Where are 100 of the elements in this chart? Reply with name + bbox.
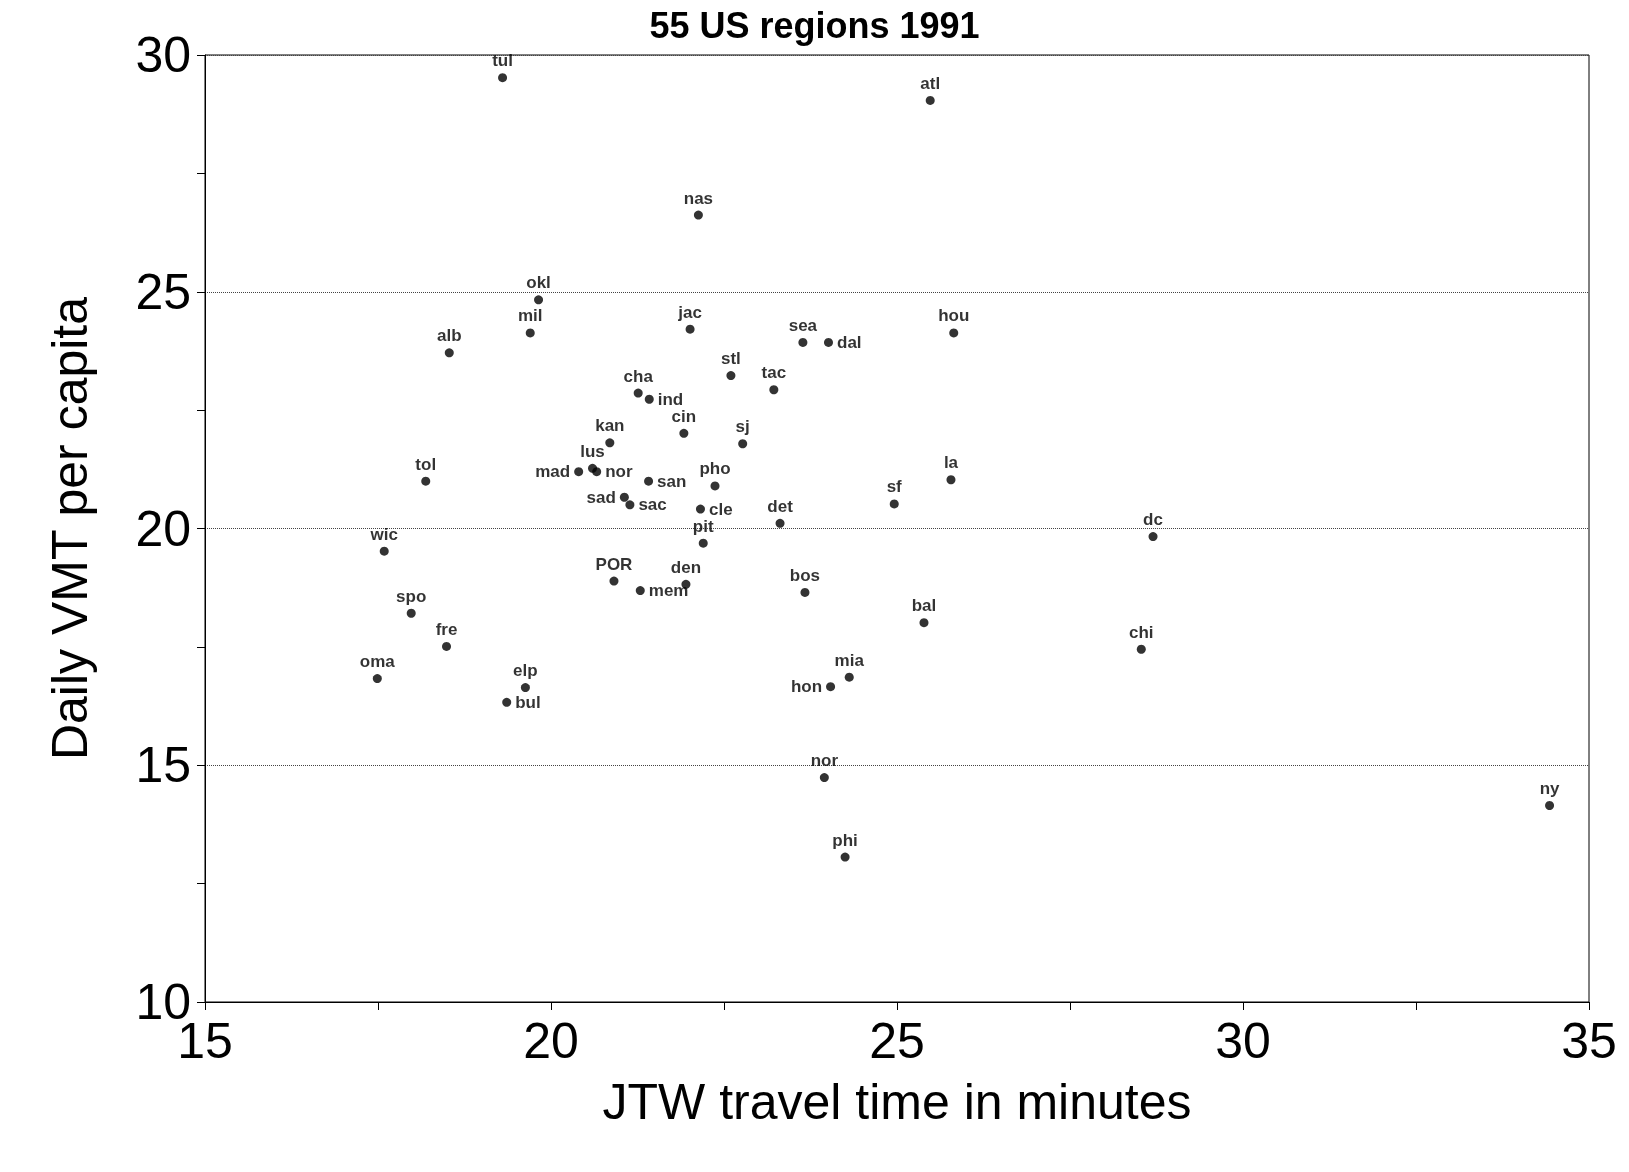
chart-title: 55 US regions 1991 <box>649 4 980 46</box>
data-label: mia <box>834 650 865 670</box>
data-label: pho <box>699 459 731 479</box>
data-label: nas <box>683 188 714 208</box>
data-label: bul <box>515 692 541 712</box>
data-label: san <box>657 471 687 491</box>
y-tick-label: 25 <box>135 263 191 320</box>
data-label: dc <box>1143 510 1163 530</box>
point <box>769 385 779 395</box>
data-label: bal <box>911 596 937 616</box>
x-axis-title: JTW travel time in minutes <box>602 1074 1192 1130</box>
point <box>625 500 635 510</box>
point <box>693 210 703 220</box>
data-label: fre <box>435 619 458 639</box>
point <box>635 586 645 596</box>
data-label: POR <box>595 554 633 574</box>
data-label: phi <box>832 830 858 850</box>
point <box>826 682 836 692</box>
data-label: pit <box>692 516 714 536</box>
point <box>619 492 629 502</box>
data-label: jac <box>677 302 702 322</box>
point <box>919 618 929 628</box>
point <box>520 683 530 693</box>
y-tick-label: 20 <box>135 500 191 557</box>
data-label: tac <box>761 363 787 383</box>
data-label: ind <box>657 389 684 409</box>
point <box>421 476 431 486</box>
y-axis-title: Daily VMT per capita <box>42 296 98 761</box>
point <box>534 295 544 305</box>
data-label: dal <box>836 332 862 352</box>
point <box>685 324 695 334</box>
data-label: cha <box>623 366 654 386</box>
data-label: hou <box>938 306 970 326</box>
point <box>844 672 854 682</box>
data-label: sf <box>886 477 903 497</box>
point <box>605 438 615 448</box>
point <box>840 852 850 862</box>
point <box>798 337 808 347</box>
data-label: kan <box>595 416 625 436</box>
data-label: cle <box>708 499 733 519</box>
point <box>824 337 833 347</box>
data-label: stl <box>721 349 741 369</box>
data-label: tul <box>492 51 513 71</box>
point <box>710 481 720 491</box>
data-label: cin <box>671 406 697 426</box>
data-label: atl <box>920 73 941 93</box>
point <box>406 608 416 618</box>
point <box>738 439 748 449</box>
point <box>819 773 829 783</box>
data-label: spo <box>396 586 427 606</box>
data-label: elp <box>513 661 538 681</box>
point <box>633 388 643 398</box>
data-label: tol <box>415 454 437 474</box>
point <box>644 394 654 404</box>
data-label: den <box>670 557 702 577</box>
data-label: ny <box>1539 779 1561 798</box>
point <box>949 328 959 338</box>
data-label: mil <box>517 306 543 326</box>
data-label: chi <box>1128 622 1154 642</box>
y-tick-label: 30 <box>135 27 191 83</box>
data-label: sea <box>788 315 818 335</box>
point <box>588 463 598 473</box>
point <box>379 546 389 556</box>
point <box>679 428 689 438</box>
data-label: bos <box>789 565 821 585</box>
data-label: mad <box>535 462 571 482</box>
point <box>525 328 535 338</box>
data-label: hon <box>790 677 823 697</box>
x-tick-label: 35 <box>1561 1013 1617 1069</box>
point <box>698 538 708 548</box>
point <box>644 476 654 486</box>
data-label: nor <box>605 462 633 482</box>
point <box>442 641 452 651</box>
data-label: det <box>767 496 794 516</box>
data-label: sad <box>586 487 616 507</box>
x-tick-label: 25 <box>869 1013 925 1069</box>
point <box>372 674 382 684</box>
data-label: nor <box>810 751 839 771</box>
y-tick-label: 15 <box>135 737 191 794</box>
point <box>498 73 508 83</box>
data-label: la <box>943 453 959 473</box>
point <box>775 518 785 528</box>
point <box>1148 532 1158 542</box>
point <box>609 576 619 586</box>
point <box>800 587 810 597</box>
point <box>502 697 512 707</box>
data-label: mem <box>648 581 689 601</box>
data-label: wic <box>369 524 398 544</box>
point <box>726 371 736 381</box>
point <box>889 499 899 509</box>
data-label: sj <box>735 417 750 437</box>
x-tick-label: 30 <box>1215 1013 1271 1069</box>
point <box>695 504 705 514</box>
data-label: oma <box>359 652 396 672</box>
data-label: alb <box>436 326 462 346</box>
point <box>444 348 454 358</box>
data-label: sac <box>638 495 667 515</box>
data-label: lus <box>580 441 605 461</box>
point <box>925 95 935 105</box>
x-tick-label: 20 <box>523 1013 579 1069</box>
